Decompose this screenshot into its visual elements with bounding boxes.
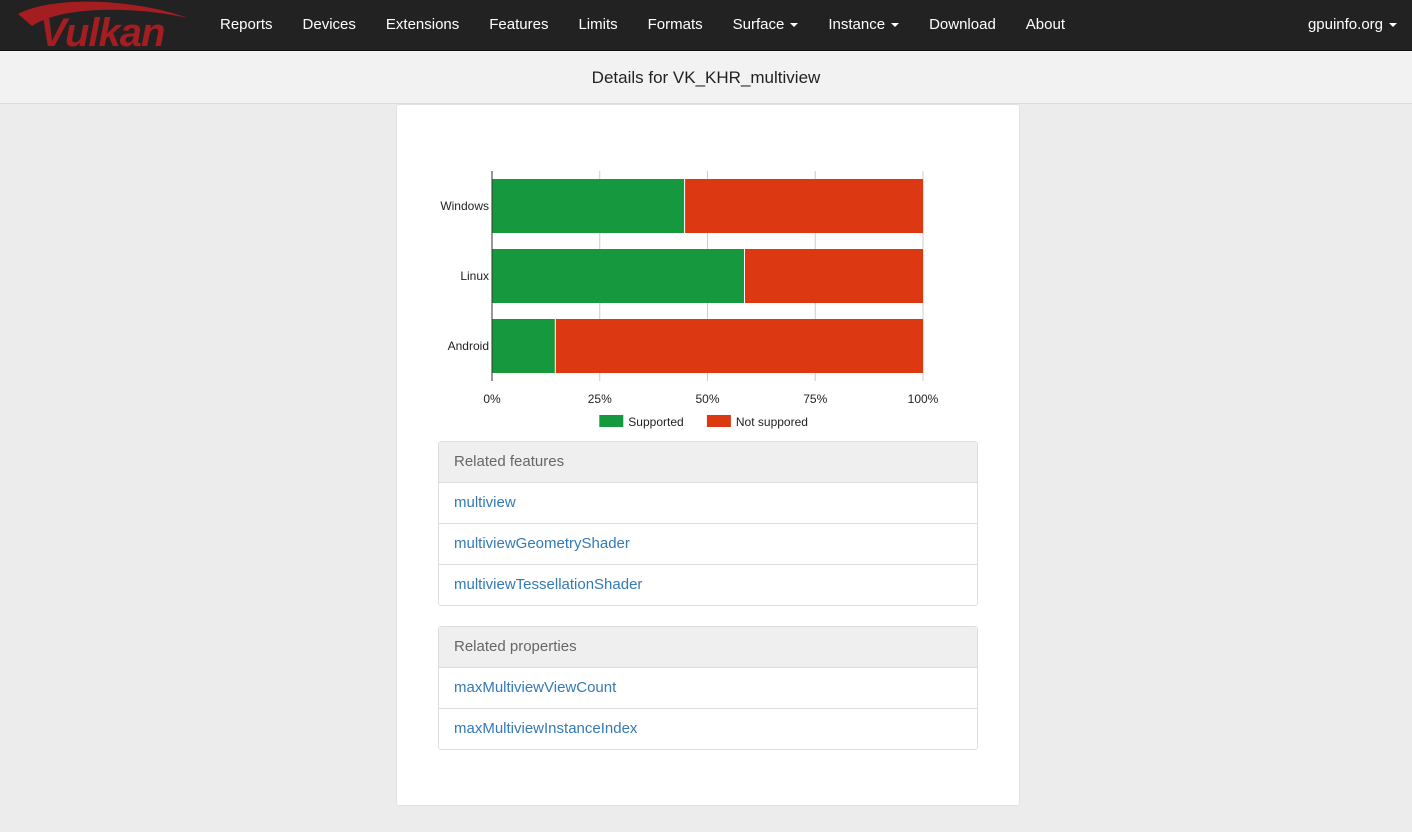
page-title: Details for VK_KHR_multiview: [591, 68, 821, 87]
x-tick-label: 100%: [908, 392, 939, 406]
feature-link[interactable]: multiview: [439, 483, 977, 524]
nav-label: Instance: [828, 16, 886, 33]
bar-not-suppored: [555, 319, 923, 373]
x-tick-label: 50%: [695, 392, 719, 406]
bar-supported: [492, 249, 744, 303]
nav-surface[interactable]: Surface: [718, 0, 814, 50]
bar-supported: [492, 179, 685, 233]
nav-download[interactable]: Download: [914, 0, 1011, 50]
nav-limits[interactable]: Limits: [563, 0, 632, 50]
caret-down-icon: [790, 23, 799, 28]
x-tick-label: 0%: [483, 392, 501, 406]
nav-gpuinfo-dropdown[interactable]: gpuinfo.org: [1293, 0, 1412, 50]
category-label: Windows: [440, 199, 489, 213]
nav-formats[interactable]: Formats: [633, 0, 718, 50]
bar-not-suppored: [744, 249, 923, 303]
nav-devices[interactable]: Devices: [288, 0, 371, 50]
top-navbar: Vulkan Reports Devices Extensions Features L…: [0, 0, 1412, 51]
category-label: Android: [448, 339, 489, 353]
main-nav: Reports Devices Extensions Features Limits Fo…: [205, 0, 1080, 50]
nav-label: About: [1025, 16, 1065, 33]
related-features-list: multiview multiviewGeometryShader multivie…: [439, 483, 977, 605]
nav-right: gpuinfo.org: [1293, 0, 1412, 50]
caret-down-icon: [891, 23, 900, 28]
vulkan-logo-graphic: Vulkan: [18, 1, 188, 50]
platform-support-chart: Windows Linux Android 0% 25% 50% 75% 100% Suppor…: [440, 171, 939, 429]
feature-link[interactable]: multiviewGeometryShader: [439, 524, 977, 565]
extension-card: Windows Linux Android 0% 25% 50% 75% 100% Suppor…: [396, 104, 1020, 806]
page-header: Details for VK_KHR_multiview: [0, 51, 1412, 104]
nav-label: Surface: [732, 16, 785, 33]
nav-about[interactable]: About: [1011, 0, 1080, 50]
logo-text: Vulkan: [40, 11, 164, 50]
x-tick-label: 25%: [588, 392, 612, 406]
nav-features[interactable]: Features: [474, 0, 563, 50]
property-link[interactable]: maxMultiviewViewCount: [439, 668, 977, 709]
legend-label: Not suppored: [736, 415, 808, 429]
property-link[interactable]: maxMultiviewInstanceIndex: [454, 720, 638, 737]
legend-label: Supported: [628, 415, 683, 429]
related-properties-panel: Related properties maxMultiviewViewCount…: [438, 626, 978, 750]
x-tick-label: 75%: [803, 392, 827, 406]
nav-label: Download: [929, 16, 996, 33]
nav-reports[interactable]: Reports: [205, 0, 288, 50]
legend-swatch: [599, 415, 624, 427]
feature-link[interactable]: multiviewTessellationShader: [454, 576, 643, 593]
nav-label: Reports: [220, 16, 273, 33]
category-label: Linux: [460, 269, 489, 283]
related-features-heading: Related features: [439, 442, 977, 483]
bar-not-suppored: [685, 179, 923, 233]
nav-label: Devices: [302, 16, 356, 33]
related-features-panel: Related features multiview multiviewGeome…: [438, 441, 978, 606]
nav-instance[interactable]: Instance: [813, 0, 914, 50]
bar-supported: [492, 319, 555, 373]
nav-label: Features: [489, 16, 549, 33]
nav-label: Formats: [647, 16, 703, 33]
legend-swatch: [706, 415, 731, 427]
related-properties-list: maxMultiviewViewCount maxMultiviewInstanc…: [439, 668, 977, 749]
nav-label: Extensions: [385, 16, 460, 33]
related-properties-heading: Related properties: [439, 627, 977, 668]
caret-down-icon: [1389, 23, 1397, 28]
nav-extensions[interactable]: Extensions: [371, 0, 474, 50]
vulkan-logo[interactable]: Vulkan: [12, 0, 197, 50]
nav-label: Limits: [578, 16, 618, 33]
nav-gpuinfo-label: gpuinfo.org: [1307, 16, 1383, 33]
